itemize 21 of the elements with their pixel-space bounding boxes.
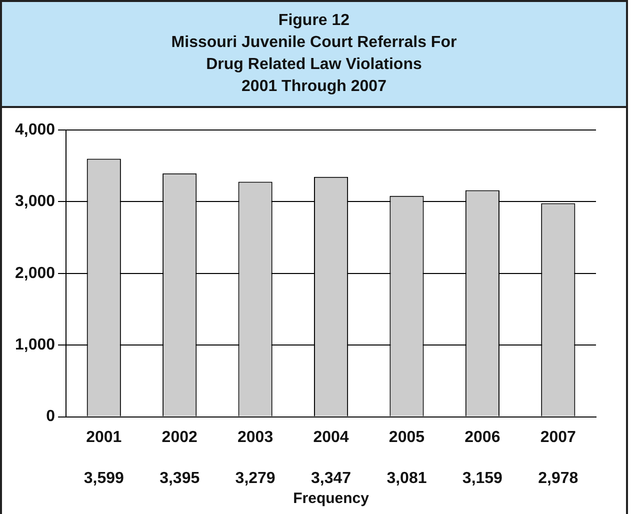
x-tick-label: 2006 (464, 428, 500, 446)
y-tick-label: 3,000 (14, 193, 56, 210)
x-axis-title: Frequency (293, 490, 370, 508)
data-label: 3,159 (462, 470, 503, 488)
y-tick-label: 4,000 (14, 121, 56, 138)
x-tick-label: 2007 (540, 428, 576, 446)
data-label: 3,599 (84, 470, 124, 488)
data-label: 3,395 (160, 470, 200, 488)
chart-title: Figure 12 Missouri Juvenile Court Referrals For Drug Related Law Violations 2001 Through 2007 (2, 2, 626, 108)
y-tick-label: 0 (46, 408, 56, 426)
data-label: 2,978 (538, 470, 578, 488)
x-tick-label: 2001 (86, 428, 122, 446)
x-tick-label: 2005 (388, 428, 425, 446)
x-tick-label: 2002 (162, 428, 198, 446)
data-label: 3,279 (235, 470, 276, 488)
y-tick-label: 2,000 (14, 264, 56, 282)
x-tick-label: 2004 (313, 428, 349, 446)
x-tick-label: 2003 (238, 428, 274, 446)
y-tick-label: 1,000 (14, 336, 56, 354)
data-label: 3,347 (310, 470, 352, 488)
data-label: 3,081 (386, 470, 427, 488)
